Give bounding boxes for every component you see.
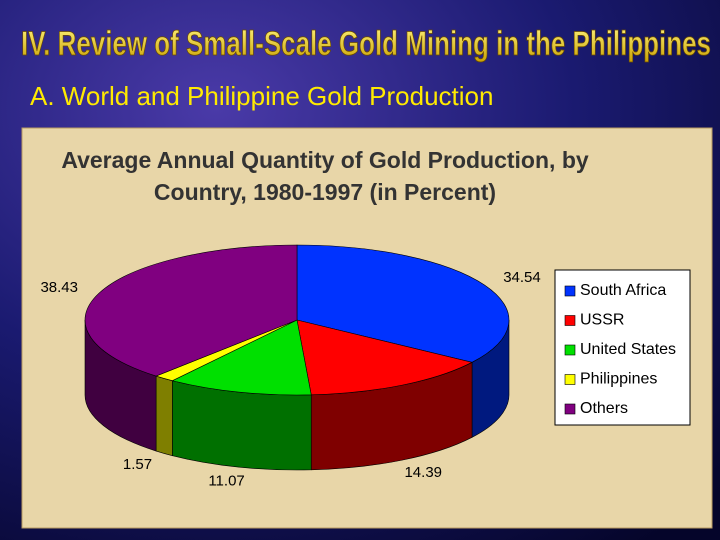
legend-label: South Africa [580,282,666,299]
data-label: 11.07 [208,472,244,489]
legend-swatch [564,315,576,326]
pie-slice [296,244,510,363]
pie-side [155,375,173,457]
data-label: 14.39 [404,464,442,481]
legend-label: Philippines [580,371,657,388]
slide-subtitle: A. World and Philippine Gold Production [30,81,493,111]
legend [554,269,691,426]
slide-title: IV. Review of Small-Scale Gold Mining in… [21,25,711,63]
pie-slice [84,244,298,377]
legend-swatch [564,344,576,356]
legend-label: Others [580,400,628,417]
legend-swatch [564,403,576,415]
legend-label: USSR [580,312,624,329]
data-label: 1.57 [123,456,152,473]
data-label: 34.54 [503,269,541,286]
legend-swatch [564,374,576,385]
legend-label: United States [580,341,676,358]
pie-slice [296,319,473,396]
legend-swatch [564,285,576,297]
data-label: 38.43 [40,279,78,296]
chart-title: Average Annual Quantity of Gold Producti… [61,147,589,205]
pie-slice [171,319,312,396]
